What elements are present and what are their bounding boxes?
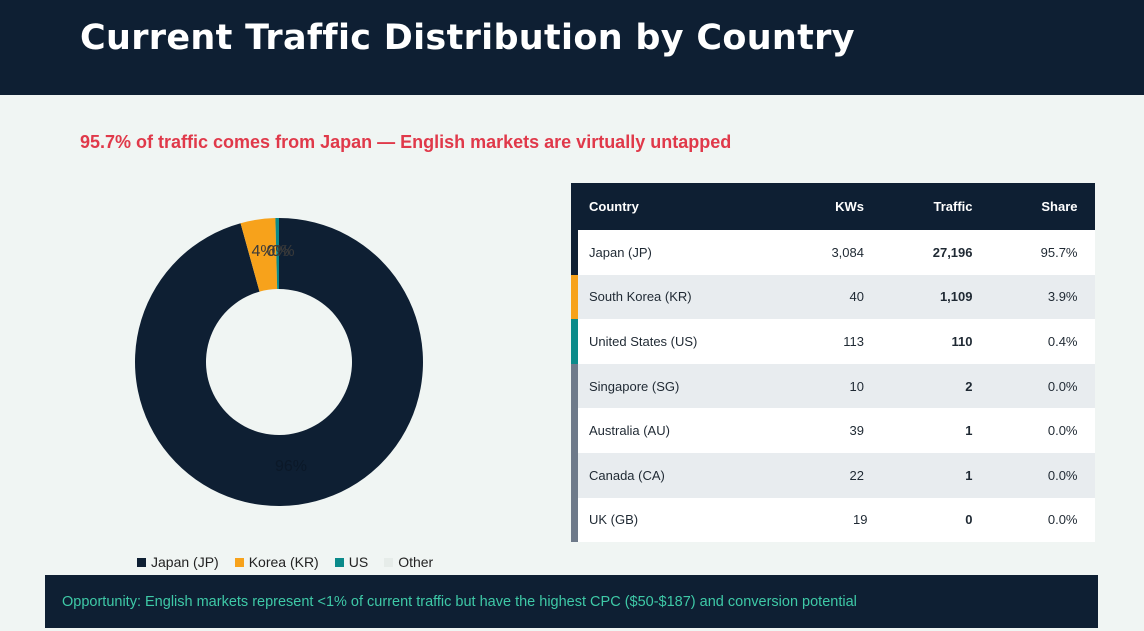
- legend-label: Korea (KR): [248, 554, 319, 570]
- insight-subtitle: 95.7% of traffic comes from Japan — Engl…: [80, 132, 732, 152]
- kws-cell: 10: [784, 363, 885, 409]
- kws-cell: 113: [784, 319, 885, 364]
- table-row: Canada (CA) 22 1 0.0%: [571, 452, 1095, 498]
- share-cell: 0.0%: [989, 408, 1095, 453]
- kws-cell: 19: [784, 497, 885, 543]
- legend-label: US: [348, 554, 369, 570]
- donut-chart: 96% 4%0%0%: [135, 218, 424, 507]
- traffic-cell: 1: [884, 408, 990, 453]
- traffic-cell: 110: [884, 319, 990, 364]
- country-cell: Canada (CA): [571, 452, 785, 498]
- legend-label: Japan (JP): [151, 554, 219, 570]
- share-cell: 95.7%: [989, 230, 1095, 275]
- legend-item: US: [334, 554, 369, 570]
- share-cell: 0.0%: [989, 452, 1095, 498]
- data-label-2: 0%: [266, 243, 289, 260]
- share-cell: 3.9%: [989, 274, 1095, 320]
- title-bar: Current Traffic Distribution by Country: [0, 0, 1144, 95]
- legend-swatch: [234, 557, 244, 567]
- legend-item: Korea (KR): [234, 554, 319, 570]
- legend-swatch: [334, 557, 344, 567]
- kws-cell: 40: [784, 274, 885, 320]
- data-label-0: 96%: [275, 458, 307, 475]
- legend-item: Other: [384, 554, 433, 570]
- opportunity-banner: Opportunity: English markets represent <…: [45, 575, 1098, 628]
- legend-swatch: [137, 557, 146, 567]
- traffic-cell: 2: [884, 363, 990, 409]
- chart-legend: Japan (JP) Korea (KR) US Other: [137, 552, 449, 572]
- traffic-cell: 1: [884, 452, 990, 498]
- data-label-1: 4%: [251, 243, 274, 260]
- legend-label: Other: [398, 554, 434, 570]
- table-row: Japan (JP) 3,084 27,196 95.7%: [571, 230, 1095, 275]
- page-title: Current Traffic Distribution by Country: [80, 18, 855, 58]
- traffic-cell: 1,109: [884, 274, 990, 320]
- opportunity-text: Opportunity: English markets represent <…: [62, 594, 857, 610]
- share-cell: 0.0%: [989, 497, 1095, 543]
- country-cell: UK (GB): [571, 497, 785, 543]
- column-header-share: Share: [989, 183, 1095, 230]
- legend-swatch: [384, 557, 394, 567]
- data-label-3: 0%: [271, 243, 294, 260]
- kws-cell: 39: [784, 408, 885, 453]
- country-cell: Australia (AU): [571, 408, 785, 453]
- table-row: Singapore (SG) 10 2 0.0%: [571, 363, 1095, 409]
- column-header-country: Country: [571, 183, 785, 230]
- country-cell: Singapore (SG): [571, 363, 785, 409]
- table-row: South Korea (KR) 40 1,109 3.9%: [571, 274, 1095, 320]
- traffic-table: Country KWs Traffic Share Japan (JP) 3,08…: [571, 183, 1098, 543]
- column-header-kws: KWs: [784, 183, 885, 230]
- traffic-cell: 0: [884, 497, 990, 543]
- share-cell: 0.4%: [989, 319, 1095, 364]
- table-row: Australia (AU) 39 1 0.0%: [571, 408, 1095, 453]
- kws-cell: 3,084: [784, 230, 885, 275]
- country-cell: Japan (JP): [571, 230, 785, 275]
- legend-item: Japan (JP): [137, 554, 219, 570]
- donut-slice-japan-jp: [135, 218, 424, 507]
- country-cell: South Korea (KR): [571, 274, 785, 320]
- donut-slice-korea-kr: [240, 218, 278, 292]
- country-cell: United States (US): [571, 319, 785, 364]
- table-body: Japan (JP) 3,084 27,196 95.7% South Korea (K…: [571, 230, 1095, 543]
- share-cell: 0.0%: [989, 363, 1095, 409]
- kws-cell: 22: [784, 452, 885, 498]
- table-header-row: Country KWs Traffic Share: [571, 183, 1095, 230]
- traffic-cell: 27,196: [884, 230, 990, 275]
- table-row: United States (US) 113 110 0.4%: [571, 319, 1095, 364]
- table-row: UK (GB) 19 0 0.0%: [571, 497, 1095, 543]
- column-header-traffic: Traffic: [884, 183, 990, 230]
- donut-slice-us: [275, 218, 279, 290]
